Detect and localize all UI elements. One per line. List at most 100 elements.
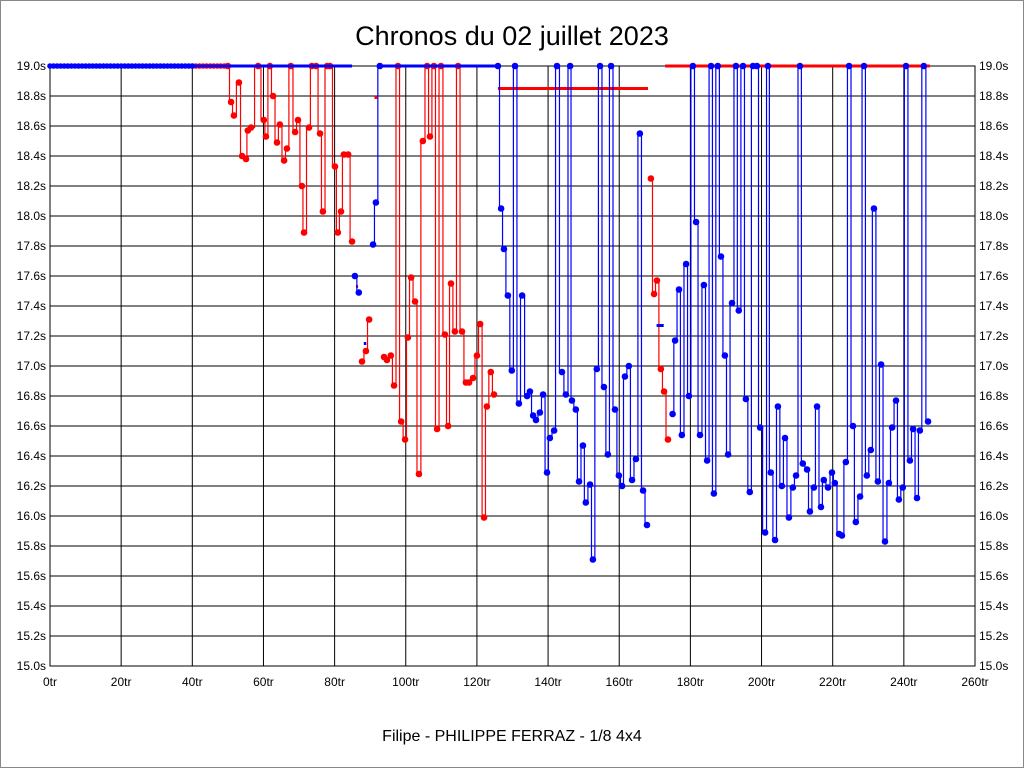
red-point xyxy=(407,274,415,281)
red-point xyxy=(235,79,243,86)
y-tick-label-left: 17.6s xyxy=(17,269,46,283)
red-point xyxy=(451,328,459,335)
red-point xyxy=(458,328,466,335)
blue-point xyxy=(799,460,807,467)
blue-point xyxy=(796,62,804,70)
blue-point xyxy=(639,487,647,494)
blue-point xyxy=(682,260,690,268)
blue-point xyxy=(721,352,729,359)
red-point xyxy=(276,121,284,128)
y-tick-label-right: 15.2s xyxy=(979,629,1008,643)
blue-point xyxy=(621,373,629,380)
blue-point xyxy=(550,427,558,434)
blue-point xyxy=(860,62,868,70)
red-point xyxy=(415,470,423,478)
y-tick-label-right: 19.0s xyxy=(979,59,1008,73)
red-point xyxy=(664,436,672,443)
red-point xyxy=(337,208,345,215)
y-tick-label-right: 16.4s xyxy=(979,449,1008,463)
red-point xyxy=(444,422,452,430)
blue-point xyxy=(618,482,626,490)
y-tick-label-left: 18.0s xyxy=(17,209,46,223)
blue-point xyxy=(575,478,583,485)
blue-point xyxy=(355,289,363,296)
y-tick-label-left: 15.4s xyxy=(17,599,46,613)
blue-point xyxy=(376,62,384,70)
red-point xyxy=(653,277,661,284)
y-tick-label-left: 15.0s xyxy=(17,659,46,673)
blue-point xyxy=(589,556,597,563)
blue-point xyxy=(916,427,924,434)
blue-point xyxy=(849,422,857,430)
blue-point xyxy=(562,391,570,398)
red-point xyxy=(383,356,391,364)
blue-point xyxy=(856,493,864,500)
red-point xyxy=(433,425,441,433)
blue-point xyxy=(813,403,821,410)
red-point xyxy=(480,514,488,521)
blue-point xyxy=(732,62,740,70)
red-point xyxy=(411,298,419,305)
red-point xyxy=(273,139,281,146)
blue-point xyxy=(607,62,615,70)
blue-point xyxy=(675,286,683,293)
blue-point xyxy=(511,62,519,70)
chart-title: Chronos du 02 juillet 2023 xyxy=(355,21,669,51)
blue-point xyxy=(824,484,832,491)
blue-point xyxy=(785,514,793,521)
blue-point xyxy=(596,62,604,70)
blue-point xyxy=(586,481,594,488)
blue-point xyxy=(881,538,889,545)
series-marks xyxy=(47,62,932,563)
red-point xyxy=(331,163,339,170)
red-point xyxy=(483,403,491,410)
blue-point xyxy=(615,472,623,479)
blue-point xyxy=(771,536,779,544)
blue-point xyxy=(710,490,718,497)
y-tick-label-right: 16.2s xyxy=(979,479,1008,493)
blue-point xyxy=(604,451,612,458)
blue-point xyxy=(636,130,644,137)
blue-point xyxy=(518,292,526,299)
blue-point xyxy=(774,403,782,410)
y-tick-label-right: 18.8s xyxy=(979,89,1008,103)
blue-point xyxy=(817,503,825,511)
red-point xyxy=(390,382,398,389)
red-point xyxy=(358,358,366,365)
blue-point xyxy=(553,62,561,70)
red-point xyxy=(260,116,268,124)
y-tick-label-right: 15.6s xyxy=(979,569,1008,583)
red-point xyxy=(487,368,495,376)
blue-point xyxy=(735,307,743,314)
blue-point xyxy=(781,434,789,442)
blue-point xyxy=(828,469,836,476)
red-point xyxy=(344,151,352,158)
red-point xyxy=(387,352,395,359)
blue-point xyxy=(582,499,590,506)
chart-footer: Filipe - PHILIPPE FERRAZ - 1/8 4x4 xyxy=(382,728,642,745)
y-tick-label-right: 15.4s xyxy=(979,599,1008,613)
y-tick-label-right: 17.4s xyxy=(979,299,1008,313)
blue-point xyxy=(842,458,850,466)
blue-point xyxy=(632,455,640,463)
blue-point xyxy=(669,410,676,418)
x-tick-label: 80tr xyxy=(324,675,345,689)
blue-point xyxy=(579,442,587,449)
x-tick-label: 220tr xyxy=(819,675,846,689)
y-tick-label-right: 17.0s xyxy=(979,359,1008,373)
blue-point xyxy=(369,241,377,248)
blue-point xyxy=(902,62,910,70)
y-tick-label-right: 18.0s xyxy=(979,209,1008,223)
blue-point xyxy=(568,397,576,404)
blue-point xyxy=(789,484,797,491)
x-tick-label: 60tr xyxy=(253,675,274,689)
blue-point xyxy=(831,479,839,487)
red-point xyxy=(419,137,427,145)
blue-point xyxy=(792,472,800,479)
y-tick-label-left: 16.0s xyxy=(17,509,46,523)
y-tick-label-right: 16.6s xyxy=(979,419,1008,433)
blue-point xyxy=(692,218,700,226)
red-point xyxy=(404,334,412,341)
blue-point xyxy=(671,337,679,344)
